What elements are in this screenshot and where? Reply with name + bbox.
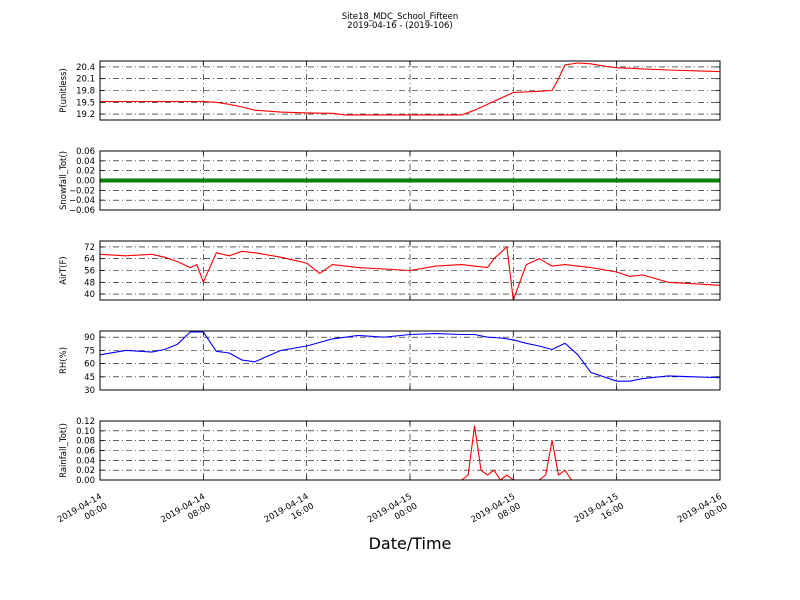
y-tick-label: −0.06	[69, 206, 95, 216]
y-tick-label: 0.04	[76, 157, 95, 167]
y-tick-label: 0.12	[76, 417, 95, 427]
y-tick-label: 0.02	[76, 167, 95, 177]
y-tick-label: 0.00	[76, 476, 95, 486]
y-tick-label: −0.04	[69, 196, 95, 206]
y-tick-label: 60	[84, 360, 95, 370]
y-axis-label: RH(%)	[59, 347, 69, 374]
panel-5: 0.000.020.040.060.080.100.12 Rainfall_Tot…	[59, 417, 721, 486]
y-tick-label: 20.1	[76, 75, 95, 85]
y-tick-label: 48	[84, 278, 95, 288]
x-axis-label: Date/Time	[368, 534, 452, 553]
panel-2: −0.06−0.04−0.020.000.020.040.06 Snowfall_…	[59, 147, 721, 216]
y-tick-label: 0.10	[76, 427, 95, 437]
y-tick-label: 30	[84, 386, 95, 396]
data-series-line	[99, 246, 721, 301]
y-tick-label: −0.02	[69, 186, 95, 196]
y-tick-label: 64	[84, 255, 95, 265]
y-axis-label: Rainfall_Tot()	[59, 423, 69, 478]
y-tick-label: 0.08	[76, 437, 95, 447]
figure-title: Site18_MDC_School_Fifteen	[341, 12, 459, 22]
panel-4: 30 45 60 75 90 RH(%)	[59, 330, 721, 396]
data-series-line	[99, 331, 721, 382]
y-axis-label: Snowfall_Tot()	[59, 151, 69, 210]
y-tick-label: 72	[84, 243, 95, 253]
y-tick-label: 0.04	[76, 456, 95, 466]
y-tick-label: 19.8	[76, 87, 95, 97]
y-tick-label: 0.00	[76, 177, 95, 187]
y-tick-label: 0.06	[76, 147, 95, 157]
data-series-line	[100, 425, 720, 481]
y-tick-label: 40	[84, 290, 95, 300]
y-tick-label: 20.4	[76, 63, 95, 73]
data-series-line	[100, 62, 721, 116]
y-tick-label: 19.2	[76, 110, 95, 120]
y-tick-label: 75	[84, 346, 95, 356]
y-tick-label: 0.06	[76, 447, 95, 457]
figure-subtitle: 2019-04-16 - (2019-106)	[347, 21, 453, 31]
y-tick-label: 0.02	[76, 466, 95, 476]
y-axis-label: P(unitless)	[59, 68, 69, 113]
y-tick-label: 90	[84, 333, 95, 343]
y-tick-label: 45	[84, 373, 95, 383]
y-tick-label: 56	[84, 267, 95, 277]
y-tick-label: 19.5	[76, 98, 95, 108]
y-axis-label: AirT(F)	[59, 256, 69, 284]
panel-1: 19.2 19.519.8 20.1 20.4 P(unitless)	[59, 60, 721, 121]
